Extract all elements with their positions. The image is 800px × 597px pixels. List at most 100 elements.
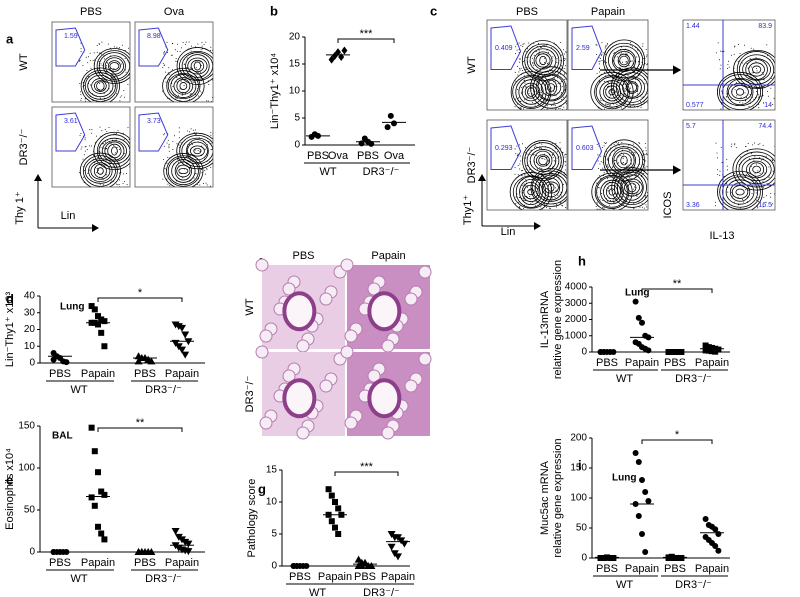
event (742, 198, 744, 200)
event (560, 82, 562, 84)
event (730, 54, 732, 56)
contour (616, 152, 632, 169)
contour (752, 65, 762, 74)
event (168, 74, 170, 76)
event (91, 129, 93, 131)
event (554, 105, 556, 107)
event (545, 80, 547, 82)
contour (530, 66, 567, 109)
event (762, 180, 764, 182)
event (210, 134, 212, 136)
data-point (332, 524, 338, 531)
event (181, 94, 183, 96)
event (603, 60, 605, 62)
y-axis-label: relative gene expression (552, 438, 564, 557)
group-label: WT (319, 166, 336, 178)
event (624, 90, 626, 92)
event (175, 60, 177, 62)
contour-plot (162, 41, 213, 102)
event (719, 59, 721, 61)
event (560, 147, 562, 149)
event (609, 105, 611, 107)
event (645, 204, 647, 206)
alveolus (344, 416, 358, 430)
event (119, 47, 121, 49)
event (96, 172, 98, 174)
event (620, 182, 622, 184)
y-tick-label: 0 (29, 547, 35, 558)
event (119, 100, 121, 102)
event (533, 43, 535, 45)
event (622, 158, 624, 160)
event (208, 84, 210, 86)
event (533, 55, 535, 57)
event (739, 102, 741, 104)
event (163, 52, 165, 54)
data-point (367, 562, 376, 569)
event (758, 107, 760, 109)
data-point (184, 540, 193, 548)
event (543, 44, 545, 46)
gate-value: 2.59 (576, 45, 590, 52)
event (121, 44, 123, 46)
event (210, 46, 212, 48)
contour (546, 83, 556, 92)
event (545, 187, 547, 189)
contour (611, 49, 637, 72)
contour (742, 58, 771, 81)
event (644, 166, 646, 168)
y-tick-label: 200 (570, 433, 587, 444)
event (596, 208, 598, 210)
contour (610, 67, 648, 108)
event (538, 50, 540, 52)
event (99, 183, 101, 185)
event (609, 95, 611, 97)
event (634, 193, 636, 195)
event (201, 48, 203, 50)
event (85, 56, 87, 58)
contour (96, 50, 130, 82)
event (174, 49, 176, 51)
event (178, 144, 180, 146)
event (749, 94, 751, 96)
contour (617, 53, 631, 68)
contour (529, 48, 557, 73)
event (745, 174, 747, 176)
quadrant-value: 0.577 (686, 102, 704, 109)
significance-bracket (97, 297, 183, 302)
contour (526, 45, 560, 76)
event (625, 61, 627, 63)
axis-label: IL-13 (709, 230, 734, 242)
row-label: WT (18, 53, 30, 70)
event (632, 143, 634, 145)
event (561, 65, 563, 67)
contour (594, 74, 630, 110)
event (554, 197, 556, 199)
event (113, 68, 115, 70)
event (596, 182, 598, 184)
event (727, 67, 729, 69)
event (178, 131, 180, 133)
alveolus (367, 369, 381, 383)
event (561, 54, 563, 56)
event (517, 74, 519, 76)
event (164, 51, 166, 53)
event (96, 167, 98, 169)
event (532, 154, 534, 156)
plot-frame (682, 19, 776, 111)
row-label: DR3⁻/⁻ (466, 146, 478, 183)
data-point (88, 494, 95, 501)
event (96, 45, 98, 47)
event (565, 207, 567, 209)
contour (529, 149, 557, 172)
event (603, 172, 605, 174)
contour (170, 74, 197, 98)
y-axis-label: relative gene expression (552, 260, 564, 379)
event (633, 66, 635, 68)
event (737, 60, 739, 62)
airway (282, 291, 317, 332)
event (204, 148, 206, 150)
event (524, 185, 526, 187)
event (86, 149, 88, 151)
event (721, 50, 723, 52)
